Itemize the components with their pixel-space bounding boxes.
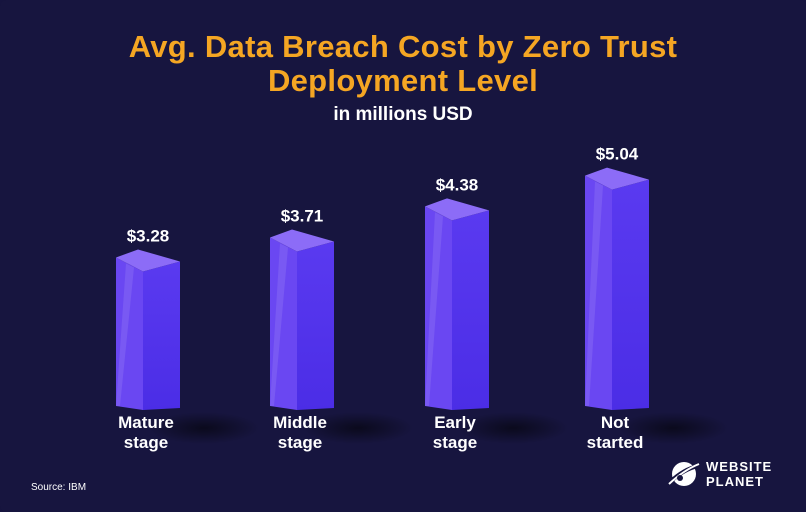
bar-left-face (270, 237, 297, 410)
bar-shadow (149, 412, 259, 444)
value-label: $3.71 (281, 206, 324, 225)
source-note: Source: IBM (31, 482, 87, 493)
value-label: $5.04 (596, 145, 639, 164)
bar-shadow (303, 412, 413, 444)
bar-left-face (425, 206, 452, 410)
category-label: Middle (273, 413, 327, 432)
bar-front-face (143, 261, 180, 410)
chart-title-line-1: Avg. Data Breach Cost by Zero Trust (128, 29, 678, 64)
category-label: Not (601, 413, 630, 432)
bar (425, 198, 568, 444)
chart-title-line-2: Deployment Level (267, 63, 539, 98)
category-label: Early (434, 413, 476, 432)
category-label: stage (124, 433, 168, 452)
bar-top-face (425, 198, 489, 221)
bar-front-face (297, 241, 334, 410)
bar-highlight (425, 212, 443, 406)
bar-top-face (585, 167, 649, 190)
chart-subtitle: in millions USD (333, 104, 473, 125)
category-label: stage (433, 433, 477, 452)
brand-word-2: PLANET (706, 474, 764, 489)
category-label: Mature (118, 413, 174, 432)
bar-highlight (116, 263, 134, 406)
value-label: $3.28 (127, 226, 170, 245)
bar-highlight (270, 243, 288, 406)
bar-top-face (270, 229, 334, 252)
bar-shadow (458, 412, 568, 444)
bar-left-face (585, 175, 612, 410)
bar-front-face (452, 210, 489, 410)
bar (585, 167, 728, 444)
bar (116, 249, 259, 444)
chart-title: Avg. Data Breach Cost by Zero Trust Depl… (0, 30, 806, 98)
value-label: $4.38 (436, 175, 479, 194)
category-label: started (587, 433, 644, 452)
bar-left-face (116, 257, 143, 410)
bar-highlight (585, 181, 603, 406)
bar-shadow (618, 412, 728, 444)
brand-word-1: WEBSITE (706, 459, 773, 474)
bar-top-face (116, 249, 180, 272)
category-label: stage (278, 433, 322, 452)
brand-logo: WEBSITE PLANET (667, 455, 787, 491)
bar (270, 229, 413, 444)
planet-icon (668, 462, 700, 486)
bar-front-face (612, 179, 649, 410)
